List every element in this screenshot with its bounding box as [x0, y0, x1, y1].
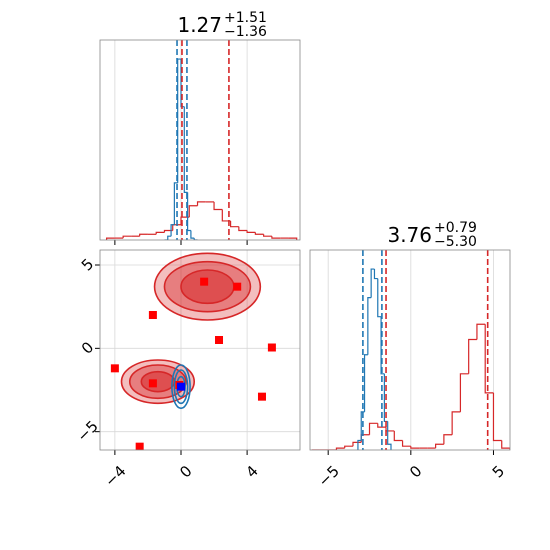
hist-bin: [363, 354, 368, 412]
hist-bin: [360, 411, 365, 441]
x-tick-label: 0: [406, 462, 425, 481]
hist-bin: [139, 233, 148, 237]
panel: [311, 250, 510, 450]
point: [267, 343, 276, 352]
panel-title-lower: −5.30: [434, 234, 477, 250]
hist-bin: [229, 220, 239, 228]
hist-bin: [221, 209, 231, 222]
panel-frame: [99, 39, 301, 241]
hist-bin: [196, 201, 206, 206]
hist-bin: [459, 373, 469, 412]
hist-bin: [484, 324, 494, 394]
hist-bin: [368, 422, 378, 435]
hist-bin: [387, 421, 392, 450]
panel-title-lower: −1.36: [224, 24, 267, 40]
hist-bin: [344, 445, 353, 449]
hist-bin: [380, 316, 385, 375]
hist-bin: [370, 268, 375, 298]
hist-bin: [263, 234, 272, 237]
contour: [180, 269, 235, 305]
hist-bin: [393, 430, 403, 442]
hist-bin: [401, 440, 411, 447]
hist-bin: [373, 269, 378, 280]
point: [148, 379, 157, 388]
hist-bin: [190, 230, 195, 239]
panel-title: 1.27: [177, 13, 222, 37]
hist-bin: [163, 229, 173, 233]
hist-bin: [410, 446, 420, 449]
point: [176, 382, 185, 391]
hist-bin: [213, 201, 223, 211]
panel-frame: [99, 249, 301, 451]
hist-bin: [501, 440, 510, 450]
hist-bin: [288, 237, 298, 240]
contour: [173, 369, 189, 405]
hist-bin: [435, 443, 444, 449]
y-tick-label: 0: [78, 338, 97, 357]
y-tick-label: 5: [78, 255, 97, 274]
hist-bin: [246, 230, 256, 233]
hist-bin: [451, 411, 461, 435]
x-tick-label: 4: [242, 462, 261, 481]
hist-bin: [180, 59, 185, 108]
hist-bin: [377, 278, 382, 318]
hist-bin: [106, 237, 115, 240]
x-tick-label: 0: [176, 462, 195, 481]
panel-frame: [309, 249, 511, 451]
hist-bin: [238, 226, 248, 232]
hist-bin: [122, 235, 132, 239]
hist-bin: [468, 338, 477, 374]
hist-bin: [155, 231, 165, 235]
point: [110, 364, 119, 373]
panel-title-upper: +0.79: [434, 220, 477, 236]
hist-bin: [170, 224, 175, 237]
hist-bin: [271, 236, 281, 239]
point: [215, 336, 224, 344]
hist-bin: [173, 182, 178, 225]
contour: [171, 364, 191, 410]
contour: [140, 370, 176, 393]
hist-bin: [352, 441, 362, 447]
point: [200, 277, 209, 286]
hist-bin: [377, 423, 387, 428]
hist-bin: [180, 216, 190, 225]
hist-bin: [335, 447, 345, 450]
point: [257, 392, 266, 401]
hist-bin: [443, 434, 453, 445]
hist-bin: [357, 439, 362, 450]
point: [148, 311, 157, 319]
hist-bin: [188, 205, 198, 218]
x-tick-label: −4: [101, 462, 129, 490]
y-tick-label: −5: [73, 417, 101, 445]
x-tick-label: −5: [315, 462, 343, 490]
point: [233, 282, 242, 291]
panel-title: 3.76: [387, 223, 432, 247]
x-tick-label: 5: [489, 462, 508, 481]
hist-bin: [167, 235, 172, 240]
hist-bin: [254, 232, 264, 235]
hist-bin: [492, 392, 502, 442]
hist-bin: [476, 323, 486, 340]
hist-bin: [183, 106, 188, 193]
hist-bin: [193, 238, 198, 240]
hist-bin: [367, 297, 372, 355]
point: [135, 442, 144, 450]
panel: [100, 250, 300, 450]
panel: [106, 40, 298, 240]
panel-title-upper: +1.51: [224, 10, 267, 26]
